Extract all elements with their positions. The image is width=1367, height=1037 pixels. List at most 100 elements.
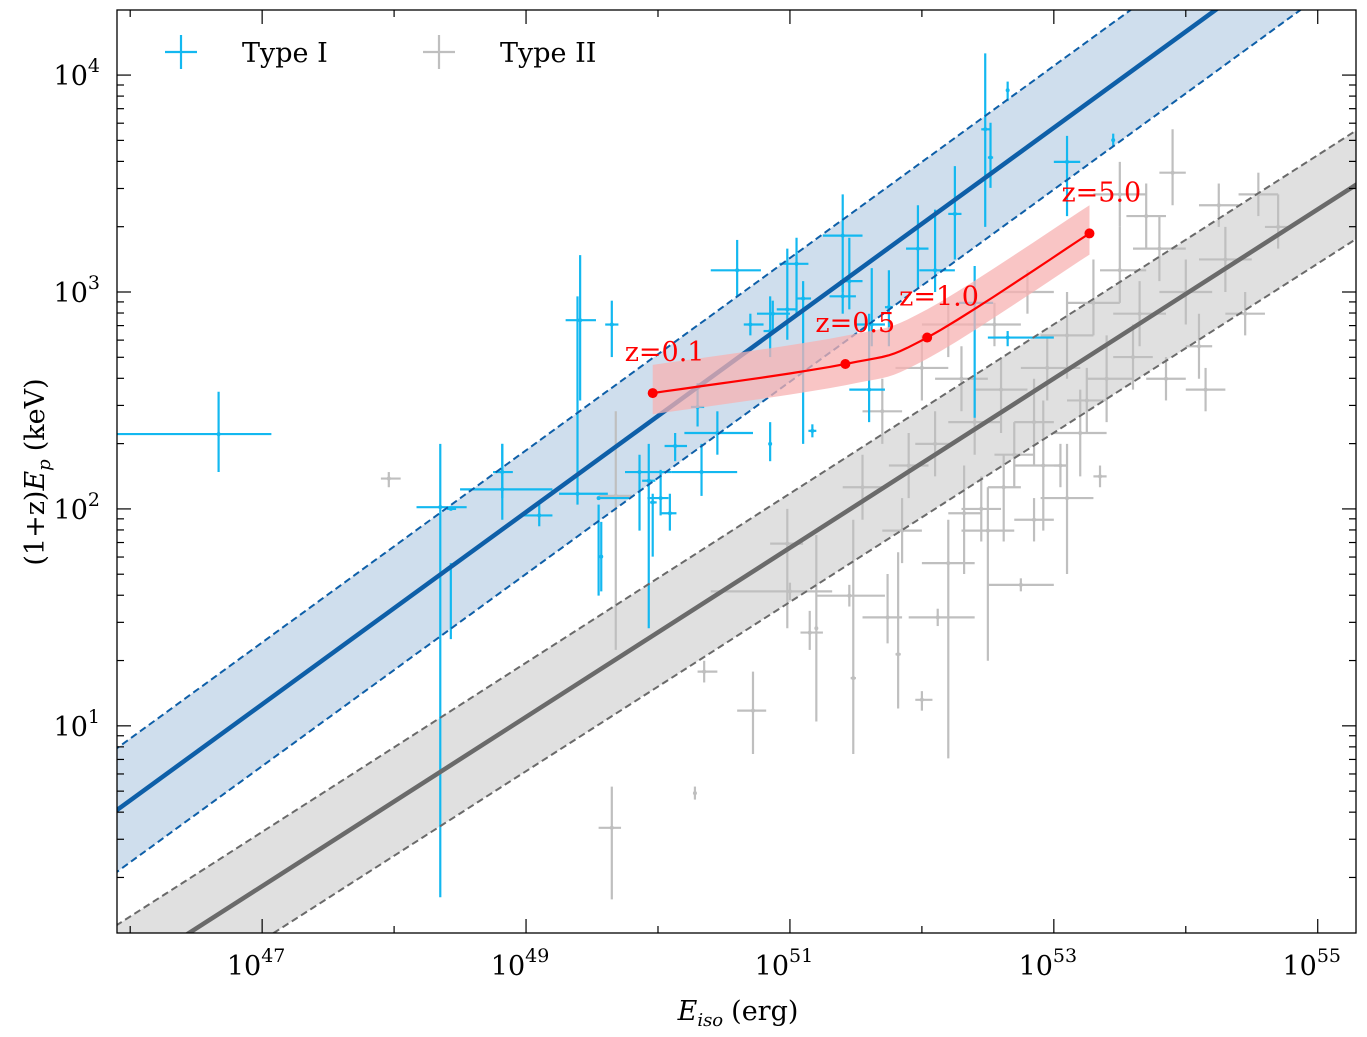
type-ii-marker	[1045, 365, 1050, 370]
type-i-marker	[599, 554, 604, 559]
type-ii-marker	[1084, 398, 1089, 403]
type-ii-marker	[919, 697, 924, 702]
type-ii-point	[948, 465, 982, 574]
type-i-point	[599, 521, 604, 592]
type-ii-point	[921, 519, 975, 759]
type-ii-point	[987, 578, 1054, 592]
type-i-point	[981, 53, 991, 227]
type-ii-point	[1113, 324, 1153, 390]
type-i-point	[650, 493, 657, 557]
type-i-point	[906, 205, 929, 288]
redshift-label: z=1.0	[899, 282, 979, 313]
type-ii-marker	[985, 528, 990, 533]
legend-item-type-i[interactable]: Type I	[165, 35, 328, 69]
type-ii-marker	[935, 615, 940, 620]
type-ii-marker	[847, 593, 852, 598]
y-axis-label: (1+z)Ep(keV)	[20, 378, 55, 565]
type-i-point	[756, 300, 790, 332]
type-i-marker	[867, 387, 872, 392]
redshift-point	[840, 359, 851, 370]
type-ii-marker	[959, 376, 964, 381]
type-ii-marker	[1276, 224, 1281, 229]
type-ii-point	[598, 786, 622, 900]
type-ii-marker	[1012, 452, 1017, 457]
type-ii-point	[1133, 216, 1186, 282]
type-i-marker	[500, 470, 505, 475]
type-ii-marker	[1078, 430, 1083, 435]
redshift-track: z=0.1 z=0.5z=1.0 z=5.0	[625, 177, 1141, 415]
type-ii-marker	[1157, 246, 1162, 251]
type-ii-marker	[1018, 582, 1023, 587]
legend-item-type-ii[interactable]: Type II	[423, 35, 596, 69]
type-i-marker	[537, 513, 542, 518]
type-ii-marker	[785, 541, 790, 546]
type-i-point	[596, 496, 629, 596]
type-ii-marker	[1203, 387, 1208, 392]
type-i-points	[117, 53, 1116, 898]
type-ii-marker	[1041, 463, 1046, 468]
type-ii-point	[842, 454, 883, 520]
type-ii-point	[380, 472, 401, 488]
type-ii-point	[800, 610, 823, 650]
type-i-marker	[768, 441, 773, 446]
type-ii-marker	[692, 791, 697, 796]
type-i-marker	[770, 311, 775, 316]
y-tick-label: 101	[54, 706, 100, 743]
type-i-marker	[794, 261, 799, 266]
type-ii-marker	[1032, 420, 1037, 425]
type-ii-marker	[906, 463, 911, 468]
fit-bands	[117, 10, 1356, 933]
type-ii-point	[1146, 357, 1186, 401]
x-tick-label: 1049	[491, 945, 550, 982]
type-i-marker	[915, 246, 920, 251]
fit-line-2	[184, 182, 1356, 933]
type-i-marker	[448, 506, 453, 511]
type-ii-marker	[807, 630, 812, 635]
type-ii-marker	[979, 506, 984, 511]
type-ii-point	[1093, 161, 1147, 227]
type-ii-point	[961, 476, 1002, 542]
type-ii-marker	[1117, 192, 1122, 197]
fit-band-edge-1-lower	[117, 10, 1303, 874]
x-tick-label: 1053	[1019, 945, 1078, 982]
type-ii-point	[1053, 443, 1068, 488]
type-ii-marker	[880, 409, 885, 414]
type-ii-marker	[860, 485, 865, 490]
type-ii-point	[935, 346, 988, 412]
type-i-marker	[637, 470, 642, 475]
redshift-label: z=0.1	[625, 337, 705, 368]
type-i-point	[710, 239, 761, 297]
type-ii-marker	[972, 420, 977, 425]
type-i-marker	[673, 444, 678, 449]
type-ii-point	[882, 498, 922, 564]
redshift-track-band	[652, 205, 1090, 415]
type-ii-point	[994, 422, 1035, 488]
type-ii-marker	[1163, 376, 1168, 381]
type-ii-point	[862, 573, 903, 644]
redshift-point	[922, 332, 933, 343]
type-i-marker	[933, 268, 938, 273]
type-ii-marker	[851, 676, 856, 681]
type-i-marker	[575, 491, 580, 496]
type-i-marker	[578, 318, 583, 323]
type-i-marker	[735, 268, 740, 273]
type-ii-marker	[613, 493, 618, 498]
type-i-marker	[785, 307, 790, 312]
type-i-marker	[609, 322, 614, 327]
x-tick-label: 1047	[227, 945, 286, 982]
type-ii-marker	[1196, 344, 1201, 349]
type-i-marker	[810, 428, 815, 433]
type-i-point	[660, 493, 677, 531]
redshift-point	[1084, 228, 1095, 239]
type-ii-marker	[1137, 311, 1142, 316]
x-axis-label: Eiso (erg)	[677, 996, 799, 1031]
type-ii-point	[1159, 129, 1186, 206]
type-ii-point	[1225, 291, 1265, 336]
redshift-point	[647, 388, 658, 399]
type-ii-point	[692, 786, 697, 800]
type-i-point	[416, 443, 467, 898]
type-i-point	[948, 166, 962, 260]
type-ii-marker	[1243, 311, 1248, 316]
type-ii-marker	[1098, 474, 1103, 479]
